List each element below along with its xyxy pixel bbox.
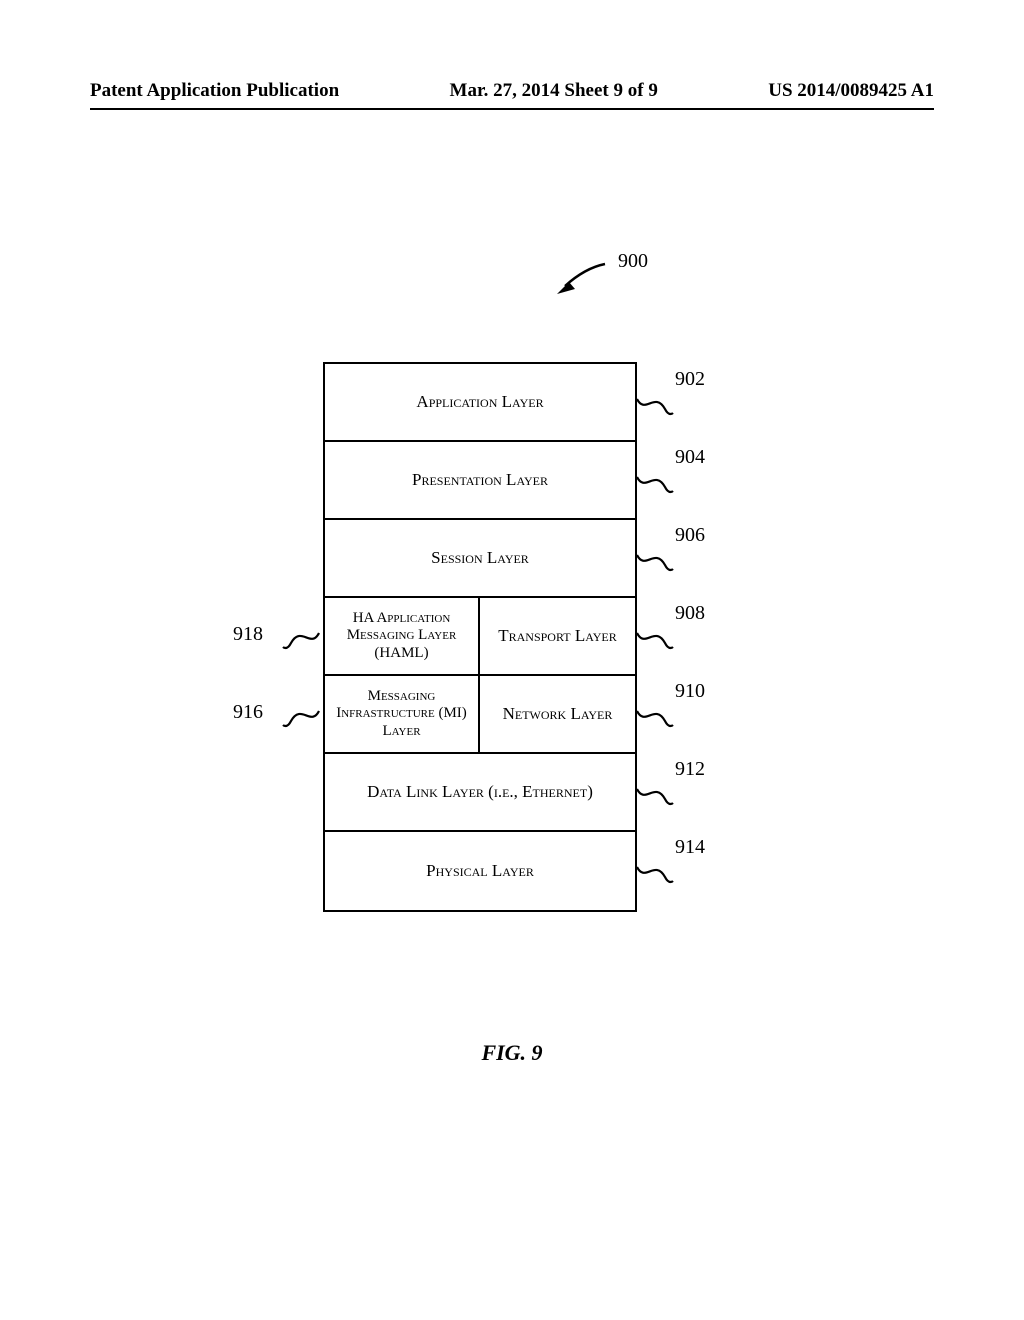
layer-row: Data Link Layer (i.e., Ethernet) bbox=[325, 754, 635, 832]
header-right: US 2014/0089425 A1 bbox=[768, 80, 934, 102]
lead-line-icon bbox=[635, 707, 675, 733]
layer-row: HA Application Messaging Layer (HAML)Tra… bbox=[325, 598, 635, 676]
ref-label-right: 906 bbox=[675, 524, 705, 547]
lead-line-icon bbox=[635, 551, 675, 577]
layer-cell: Physical Layer bbox=[325, 832, 635, 910]
ref-label-right: 912 bbox=[675, 758, 705, 781]
lead-line-icon bbox=[635, 629, 675, 655]
ref-arrow-900-icon bbox=[555, 256, 615, 296]
header-center: Mar. 27, 2014 Sheet 9 of 9 bbox=[450, 80, 658, 102]
page: Patent Application Publication Mar. 27, … bbox=[0, 0, 1024, 1320]
lead-line-icon bbox=[635, 785, 675, 811]
ref-label-left: 916 bbox=[233, 701, 263, 724]
layer-cell-right: Transport Layer bbox=[480, 598, 635, 674]
layer-row: Session Layer bbox=[325, 520, 635, 598]
layer-cell: Session Layer bbox=[325, 520, 635, 596]
ref-label-right: 902 bbox=[675, 368, 705, 391]
lead-line-icon bbox=[635, 863, 675, 889]
lead-line-icon bbox=[635, 473, 675, 499]
layer-cell: Presentation Layer bbox=[325, 442, 635, 518]
lead-line-icon bbox=[281, 629, 321, 655]
layer-row: Presentation Layer bbox=[325, 442, 635, 520]
layer-cell: Application Layer bbox=[325, 364, 635, 440]
layer-row: Messaging Infrastructure (MI) LayerNetwo… bbox=[325, 676, 635, 754]
layer-cell-right: Network Layer bbox=[480, 676, 635, 752]
header-left: Patent Application Publication bbox=[90, 80, 339, 102]
layer-row: Application Layer bbox=[325, 364, 635, 442]
ref-label-right: 914 bbox=[675, 836, 705, 859]
layer-cell-left: HA Application Messaging Layer (HAML) bbox=[325, 598, 480, 674]
ref-label-right: 908 bbox=[675, 602, 705, 625]
header-rule bbox=[90, 108, 934, 110]
ref-label-right: 910 bbox=[675, 680, 705, 703]
ref-900: 900 bbox=[618, 250, 648, 273]
layer-row: Physical Layer bbox=[325, 832, 635, 910]
lead-line-icon bbox=[635, 395, 675, 421]
ref-label-left: 918 bbox=[233, 623, 263, 646]
layer-cell: Data Link Layer (i.e., Ethernet) bbox=[325, 754, 635, 830]
figure-label: FIG. 9 bbox=[0, 1040, 1024, 1066]
layer-cell-left: Messaging Infrastructure (MI) Layer bbox=[325, 676, 480, 752]
layer-stack: Application LayerPresentation LayerSessi… bbox=[323, 362, 637, 912]
ref-label-right: 904 bbox=[675, 446, 705, 469]
lead-line-icon bbox=[281, 707, 321, 733]
page-header: Patent Application Publication Mar. 27, … bbox=[0, 80, 1024, 102]
